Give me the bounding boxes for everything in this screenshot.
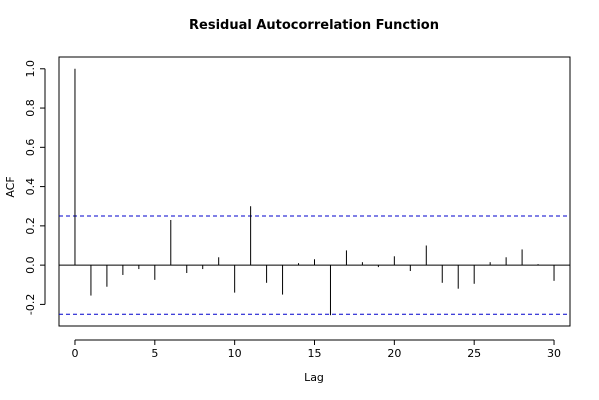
x-tick-label: 10 [228,347,242,360]
y-tick-label: 0.8 [24,99,37,117]
x-axis: 0 5 10 15 20 25 30 [71,339,561,360]
x-tick-label: 0 [71,347,78,360]
y-tick-label: 0.2 [24,217,37,235]
plot-frame [58,56,571,327]
y-tick-label: 0.0 [24,256,37,274]
x-axis-label: Lag [304,371,324,384]
x-tick-label: 15 [308,347,322,360]
y-tick-label: -0.2 [24,294,37,315]
y-axis: -0.2 0.0 0.2 0.4 0.6 0.8 1.0 [24,60,46,315]
confidence-bounds [59,215,570,315]
x-tick-label: 20 [387,347,401,360]
y-tick-label: 1.0 [24,60,37,78]
acf-bars [74,68,555,316]
y-axis-label: ACF [4,176,17,197]
chart-title: Residual Autocorrelation Function [189,18,439,33]
y-tick-label: 0.6 [24,139,37,157]
x-tick-label: 30 [547,347,561,360]
y-tick-label: 0.4 [24,178,37,196]
x-tick-label: 25 [467,347,481,360]
x-tick-label: 5 [151,347,158,360]
